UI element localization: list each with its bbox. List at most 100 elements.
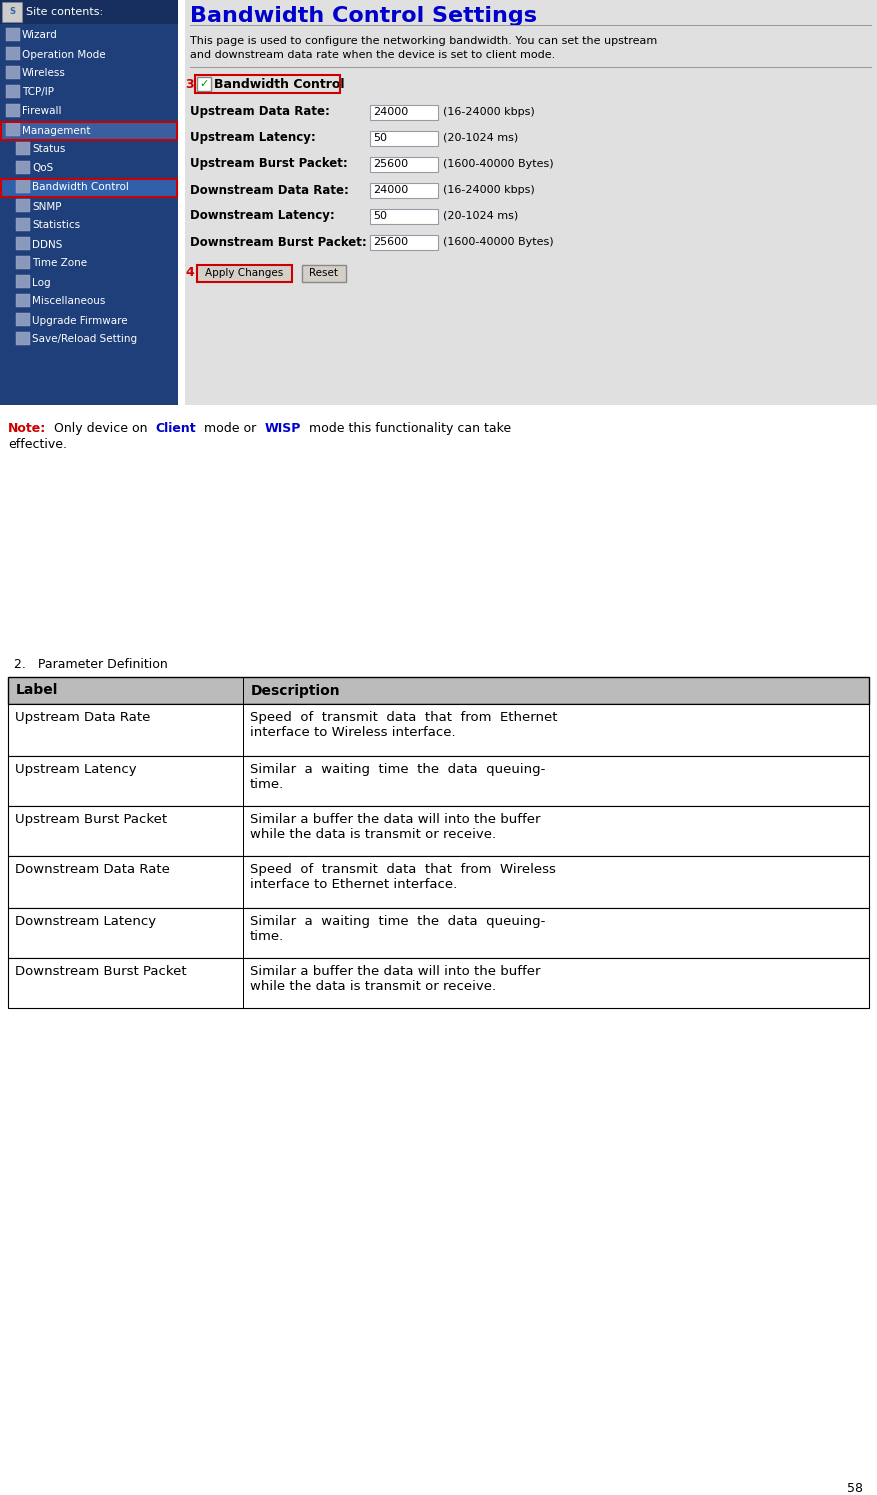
- Bar: [16, 199, 30, 212]
- Text: Speed  of  transmit  data  that  from  Wireless
interface to Ethernet interface.: Speed of transmit data that from Wireles…: [250, 863, 556, 891]
- Text: 4: 4: [185, 266, 194, 280]
- Bar: [197, 78, 211, 91]
- Text: Downstream Data Rate: Downstream Data Rate: [15, 863, 170, 876]
- Text: SNMP: SNMP: [32, 202, 61, 211]
- Bar: [8, 907, 869, 958]
- Text: mode this functionality can take: mode this functionality can take: [301, 422, 511, 435]
- Bar: [16, 256, 30, 269]
- Text: Bandwidth Control: Bandwidth Control: [32, 182, 129, 193]
- Text: TCP/IP: TCP/IP: [22, 88, 54, 97]
- Text: Upstream Latency: Upstream Latency: [15, 762, 137, 776]
- Bar: [195, 75, 340, 93]
- Text: Upstream Latency:: Upstream Latency:: [190, 132, 316, 145]
- Bar: [370, 182, 438, 197]
- Text: Firewall: Firewall: [22, 106, 61, 117]
- Bar: [0, 121, 178, 141]
- Text: This page is used to configure the networking bandwidth. You can set the upstrea: This page is used to configure the netwo…: [190, 36, 657, 46]
- Bar: [16, 295, 30, 306]
- Text: Downstream Data Rate:: Downstream Data Rate:: [190, 184, 349, 196]
- Text: Note:: Note:: [8, 422, 46, 435]
- Text: Similar a buffer the data will into the buffer
while the data is transmit or rec: Similar a buffer the data will into the …: [250, 813, 540, 842]
- Bar: [302, 265, 346, 283]
- Bar: [8, 958, 869, 1008]
- Text: Similar  a  waiting  time  the  data  queuing-
time.: Similar a waiting time the data queuing-…: [250, 915, 545, 943]
- Text: (1600-40000 Bytes): (1600-40000 Bytes): [443, 238, 553, 247]
- Text: Miscellaneous: Miscellaneous: [32, 296, 105, 306]
- Bar: [0, 0, 178, 405]
- Bar: [370, 132, 438, 147]
- Text: Label: Label: [16, 683, 59, 698]
- Text: 50: 50: [373, 133, 387, 144]
- Text: Time Zone: Time Zone: [32, 259, 87, 269]
- Bar: [6, 105, 20, 117]
- Text: effective.: effective.: [8, 438, 67, 451]
- Text: Upstream Burst Packet:: Upstream Burst Packet:: [190, 157, 348, 170]
- Bar: [2, 1, 22, 22]
- Bar: [16, 142, 30, 155]
- Bar: [6, 85, 20, 99]
- Text: WISP: WISP: [265, 422, 301, 435]
- Bar: [243, 907, 244, 958]
- Text: Speed  of  transmit  data  that  from  Ethernet
interface to Wireless interface.: Speed of transmit data that from Etherne…: [250, 712, 558, 739]
- Bar: [185, 0, 877, 405]
- Text: Similar  a  waiting  time  the  data  queuing-
time.: Similar a waiting time the data queuing-…: [250, 762, 545, 791]
- Text: (20-1024 ms): (20-1024 ms): [443, 133, 518, 144]
- Text: Upstream Data Rate:: Upstream Data Rate:: [190, 106, 330, 118]
- Bar: [1, 123, 177, 141]
- Text: Only device on: Only device on: [46, 422, 156, 435]
- Bar: [16, 179, 30, 193]
- Text: Downstream Latency: Downstream Latency: [15, 915, 156, 928]
- Bar: [8, 756, 869, 806]
- Text: 25600: 25600: [373, 238, 408, 247]
- Bar: [8, 704, 869, 756]
- Text: Management: Management: [22, 126, 90, 136]
- Bar: [243, 704, 244, 756]
- Bar: [16, 218, 30, 232]
- Text: Status: Status: [32, 145, 66, 154]
- Text: S: S: [9, 7, 15, 16]
- Text: Downstream Burst Packet:: Downstream Burst Packet:: [190, 236, 367, 248]
- Bar: [16, 161, 30, 173]
- Text: Upgrade Firmware: Upgrade Firmware: [32, 315, 128, 326]
- Bar: [0, 178, 178, 197]
- Text: Bandwidth Control: Bandwidth Control: [214, 78, 345, 91]
- Text: Description: Description: [251, 683, 340, 698]
- Bar: [8, 806, 869, 857]
- Bar: [243, 806, 244, 857]
- Bar: [243, 756, 244, 806]
- Text: Downstream Burst Packet: Downstream Burst Packet: [15, 964, 187, 978]
- Text: (16-24000 kbps): (16-24000 kbps): [443, 108, 535, 117]
- Text: 24000: 24000: [373, 108, 409, 117]
- Bar: [6, 46, 20, 60]
- Text: 58: 58: [847, 1482, 863, 1495]
- Text: 25600: 25600: [373, 158, 408, 169]
- Text: Site contents:: Site contents:: [26, 7, 103, 16]
- Bar: [6, 66, 20, 79]
- Text: DDNS: DDNS: [32, 239, 62, 250]
- Text: Log: Log: [32, 278, 51, 287]
- Bar: [370, 235, 438, 250]
- Text: Similar a buffer the data will into the buffer
while the data is transmit or rec: Similar a buffer the data will into the …: [250, 964, 540, 993]
- Bar: [370, 157, 438, 172]
- Text: (20-1024 ms): (20-1024 ms): [443, 211, 518, 221]
- Text: 24000: 24000: [373, 185, 409, 194]
- Bar: [16, 332, 30, 345]
- Text: mode or: mode or: [196, 422, 265, 435]
- Text: Upstream Burst Packet: Upstream Burst Packet: [15, 813, 168, 827]
- Text: Upstream Data Rate: Upstream Data Rate: [15, 712, 150, 724]
- Bar: [243, 677, 244, 704]
- Text: QoS: QoS: [32, 163, 53, 173]
- Bar: [243, 857, 244, 907]
- Bar: [0, 0, 178, 24]
- Text: 50: 50: [373, 211, 387, 221]
- Text: Wizard: Wizard: [22, 30, 58, 40]
- Text: ✓: ✓: [199, 79, 209, 90]
- Text: Wireless: Wireless: [22, 69, 66, 79]
- Text: Bandwidth Control Settings: Bandwidth Control Settings: [190, 6, 537, 25]
- Bar: [6, 123, 20, 136]
- Text: Downstream Latency:: Downstream Latency:: [190, 209, 335, 223]
- Text: 2.   Parameter Definition: 2. Parameter Definition: [14, 658, 168, 671]
- Text: Statistics: Statistics: [32, 220, 80, 230]
- Text: and downstream data rate when the device is set to client mode.: and downstream data rate when the device…: [190, 49, 555, 60]
- Bar: [197, 265, 292, 283]
